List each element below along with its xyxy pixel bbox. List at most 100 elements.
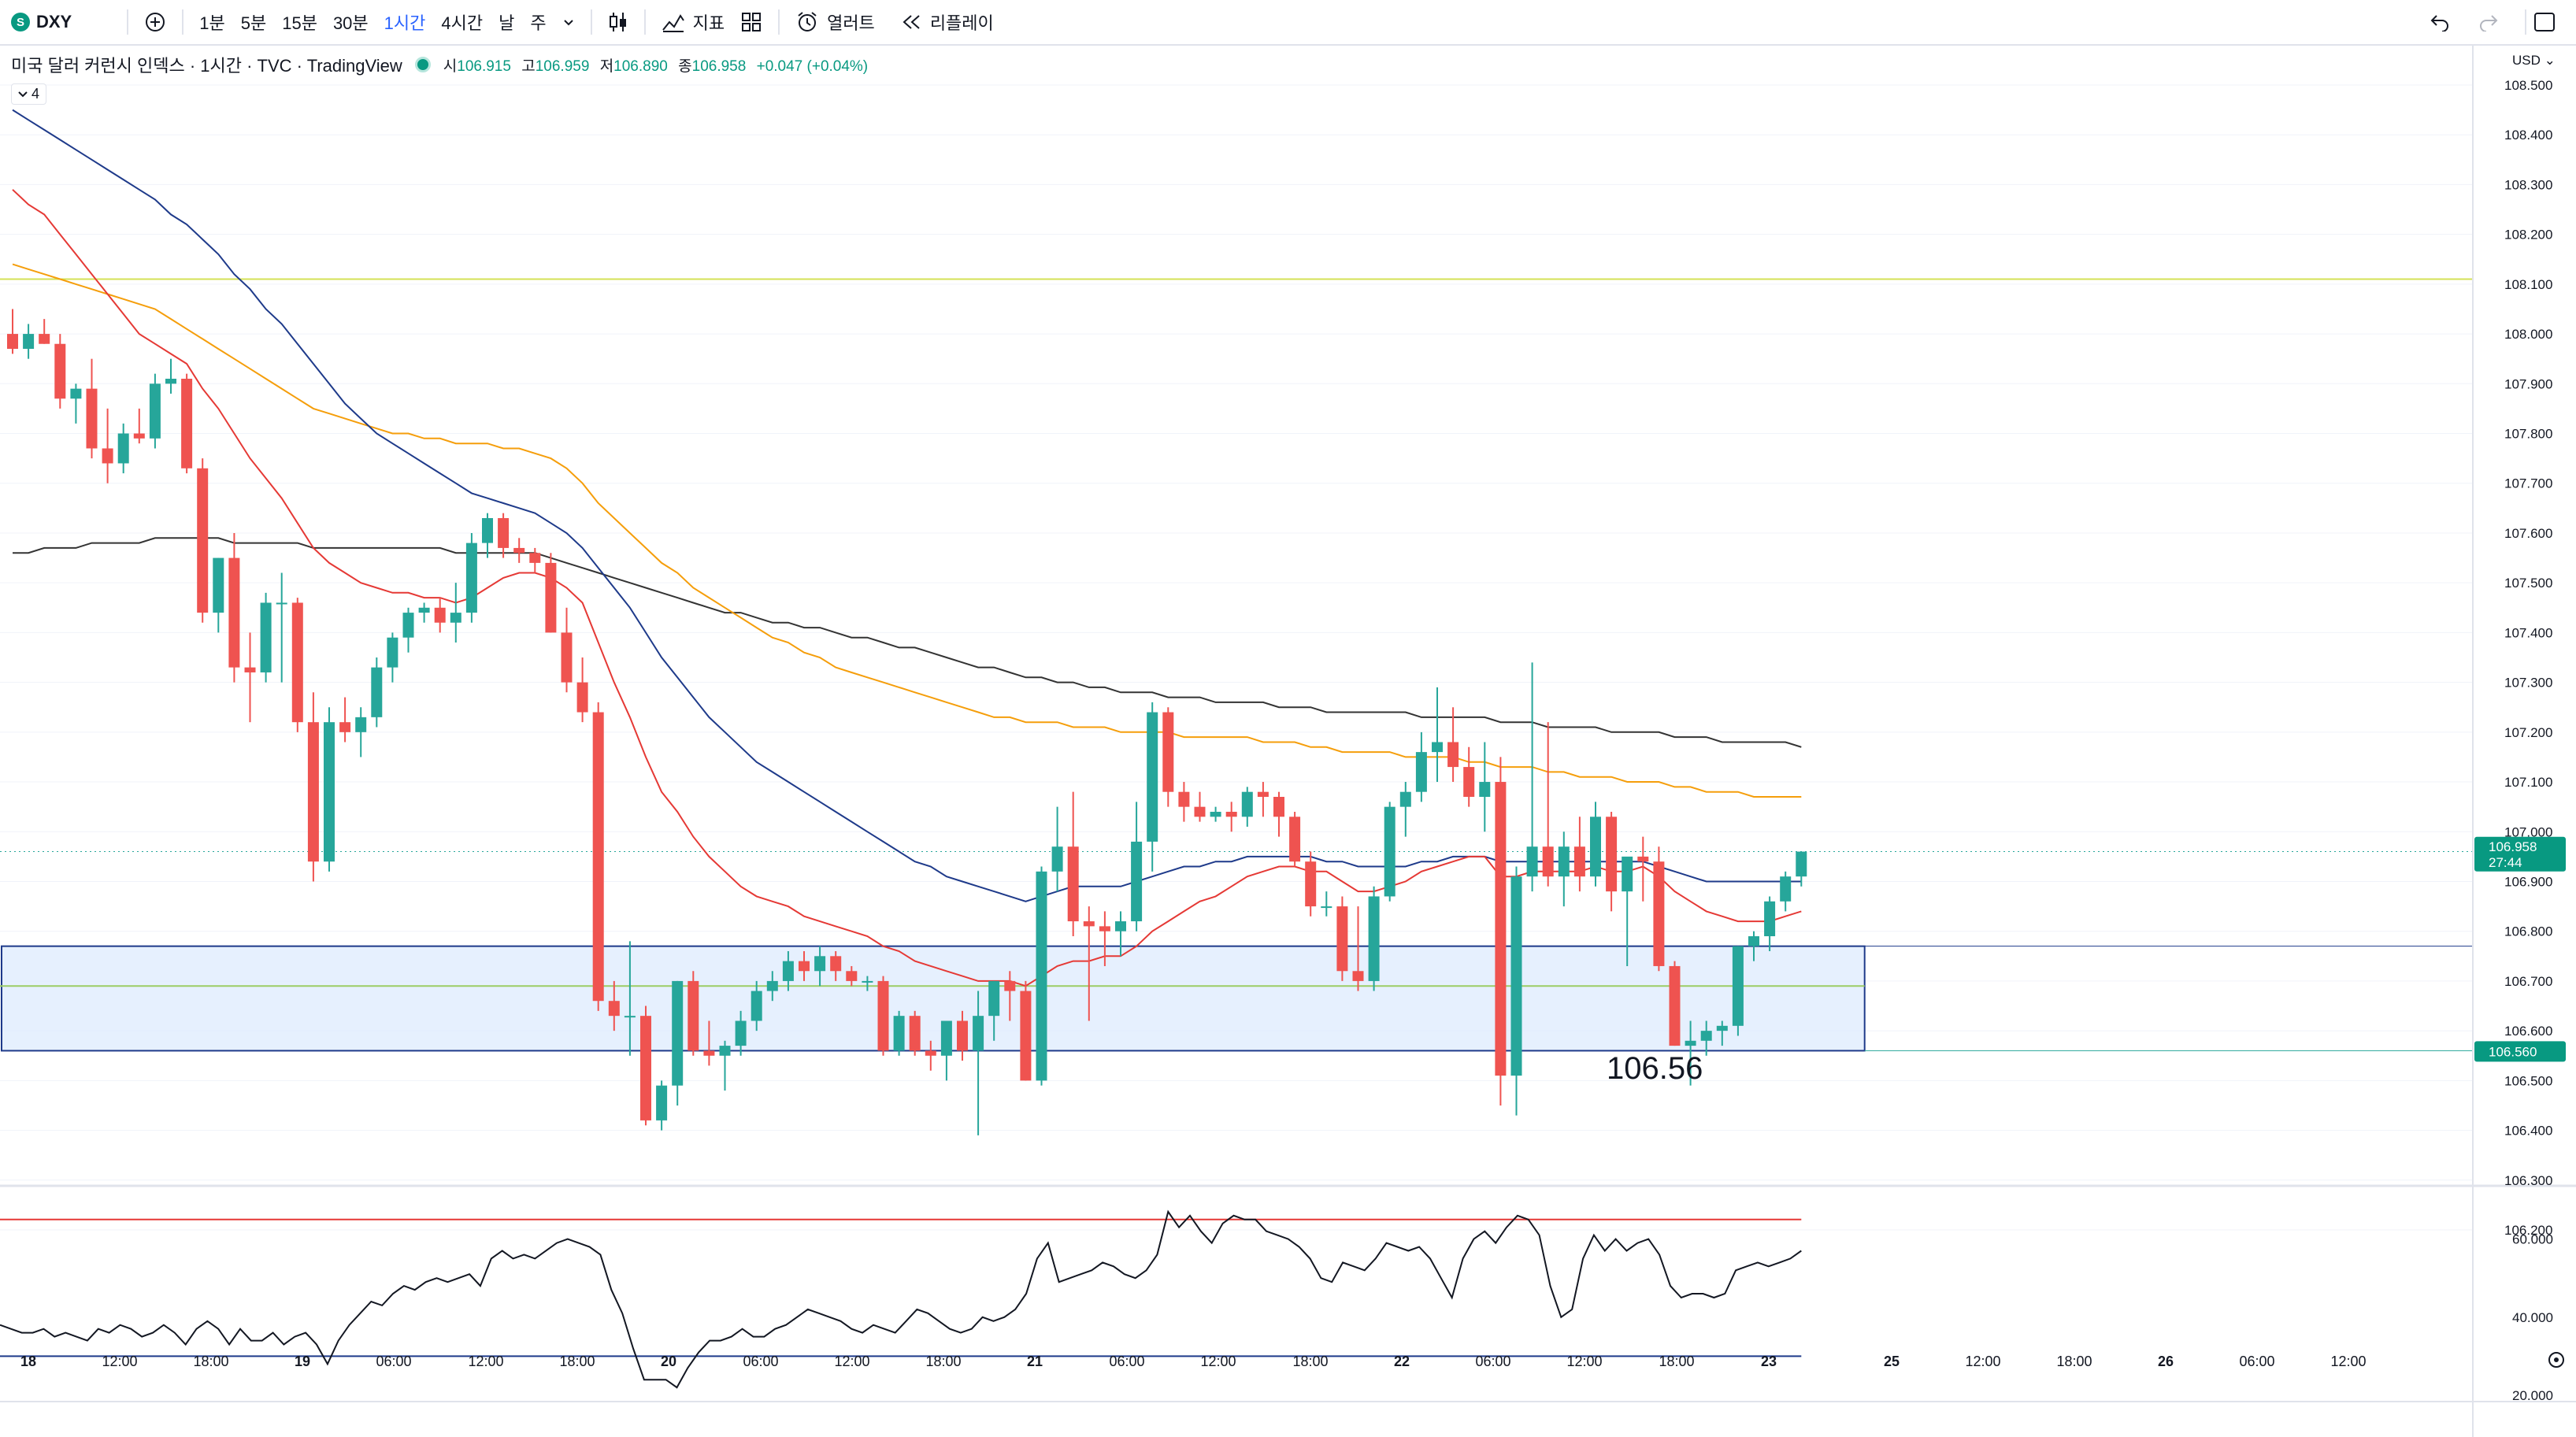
candle-body xyxy=(830,956,842,972)
symbol-search[interactable]: S DXY xyxy=(0,0,80,44)
candle-body xyxy=(1558,846,1570,877)
candle xyxy=(39,319,50,344)
candle-body xyxy=(988,980,1000,1017)
candle-body xyxy=(1241,791,1253,817)
candle xyxy=(1194,791,1206,822)
candle xyxy=(1241,787,1253,827)
candle xyxy=(181,373,193,474)
candle xyxy=(1257,782,1269,817)
symbol-label: DXY xyxy=(36,12,72,31)
marked-price-label: 106.560 xyxy=(2489,1044,2537,1059)
rsi-line xyxy=(0,1209,1802,1389)
candle xyxy=(228,532,240,683)
candle-body xyxy=(1415,752,1427,792)
price-tick-label: 106.300 xyxy=(2504,1173,2552,1188)
redo-button[interactable] xyxy=(2478,0,2500,44)
candle-body xyxy=(244,667,256,672)
price-tick-label: 107.800 xyxy=(2504,427,2552,442)
candle-body xyxy=(1573,846,1585,877)
alerts-button[interactable]: 열러트 xyxy=(788,0,883,44)
replay-button[interactable]: 리플레이 xyxy=(894,0,1002,44)
candle xyxy=(703,1020,715,1066)
alerts-label: 열러트 xyxy=(827,13,875,33)
candle xyxy=(117,423,129,474)
candle-body xyxy=(339,722,351,732)
interval-7[interactable]: 주 xyxy=(530,13,547,33)
templates-button[interactable] xyxy=(732,0,770,44)
candle-body xyxy=(1700,1031,1712,1041)
candle-body xyxy=(608,1001,620,1017)
price-chart[interactable]: USD ⌄ 108.500 108.400 108.300 108.200 108.100… xyxy=(0,46,2576,1437)
fullscreen-button[interactable] xyxy=(2533,0,2556,44)
time-tick-label: 18 xyxy=(20,1354,36,1369)
candle-body xyxy=(640,1016,651,1120)
candle-body xyxy=(1067,846,1079,922)
indicators-button[interactable]: 지표 xyxy=(654,0,732,44)
candle xyxy=(307,692,319,882)
candle xyxy=(1510,866,1522,1116)
candle-body xyxy=(371,667,383,717)
candle xyxy=(925,1040,936,1071)
currency-label: USD ⌄ xyxy=(2512,53,2556,68)
support-zone xyxy=(1,945,1866,1052)
interval-dropdown[interactable] xyxy=(554,0,583,44)
add-symbol-button[interactable] xyxy=(136,0,174,44)
candle-body xyxy=(782,961,794,981)
interval-2[interactable]: 15분 xyxy=(282,13,317,33)
candle xyxy=(624,941,636,1056)
price-tick-label: 107.400 xyxy=(2504,625,2552,640)
candle-body xyxy=(260,602,272,672)
candle xyxy=(1083,906,1095,1021)
high-label: 고 xyxy=(521,57,536,75)
candle xyxy=(513,538,525,563)
interval-5[interactable]: 4시간 xyxy=(441,13,484,33)
price-tick-label: 106.400 xyxy=(2504,1124,2552,1139)
countdown-label: 27:44 xyxy=(2489,855,2522,870)
candle xyxy=(1463,746,1475,807)
candle xyxy=(371,657,383,728)
interval-3[interactable]: 30분 xyxy=(332,13,369,33)
candle-body xyxy=(1463,767,1475,798)
candle-body xyxy=(1748,936,1759,946)
candle-body xyxy=(1289,817,1301,862)
interval-6[interactable]: 날 xyxy=(499,13,515,33)
candle-body xyxy=(149,383,161,439)
toolbar-divider xyxy=(127,9,129,35)
candle xyxy=(656,1080,668,1131)
chart-legend: 미국 달러 커런시 인덱스 · 1시간 · TVC · TradingView … xyxy=(11,52,868,77)
candle xyxy=(973,991,984,1135)
chart-type-button[interactable] xyxy=(600,0,636,44)
interval-1[interactable]: 5분 xyxy=(240,13,267,33)
candle-body xyxy=(513,547,525,554)
candle xyxy=(7,309,18,354)
indicators-toggle[interactable]: 4 xyxy=(11,83,47,105)
candle xyxy=(814,946,826,987)
candle-body xyxy=(1147,712,1158,842)
time-tick-label: 12:00 xyxy=(2330,1354,2366,1369)
candle-body xyxy=(719,1046,731,1056)
candle xyxy=(1622,856,1633,966)
candle-body xyxy=(1368,896,1380,981)
candle xyxy=(1020,980,1032,1081)
time-tick-label: 06:00 xyxy=(743,1354,778,1369)
candle xyxy=(1399,782,1411,837)
candle xyxy=(1764,896,1776,951)
interval-4[interactable]: 1시간 xyxy=(384,13,426,33)
ohlc-values: 시106.915 고106.959 저106.890 종106.958 +0.0… xyxy=(443,54,868,76)
candle xyxy=(149,373,161,449)
candle-body xyxy=(624,1016,636,1018)
candle-body xyxy=(1653,861,1665,966)
time-tick-label: 12:00 xyxy=(834,1354,869,1369)
interval-0[interactable]: 1분 xyxy=(199,13,225,33)
time-tick-label: 06:00 xyxy=(2239,1354,2274,1369)
candle xyxy=(450,583,461,643)
candle-body xyxy=(1764,901,1776,937)
candle xyxy=(640,1006,651,1126)
candle-body xyxy=(1384,806,1395,897)
alarm-clock-icon xyxy=(798,12,817,31)
price-tick-label: 107.500 xyxy=(2504,576,2552,591)
candle xyxy=(988,980,1000,1041)
undo-button[interactable] xyxy=(2429,0,2451,44)
candle-body xyxy=(276,602,287,605)
